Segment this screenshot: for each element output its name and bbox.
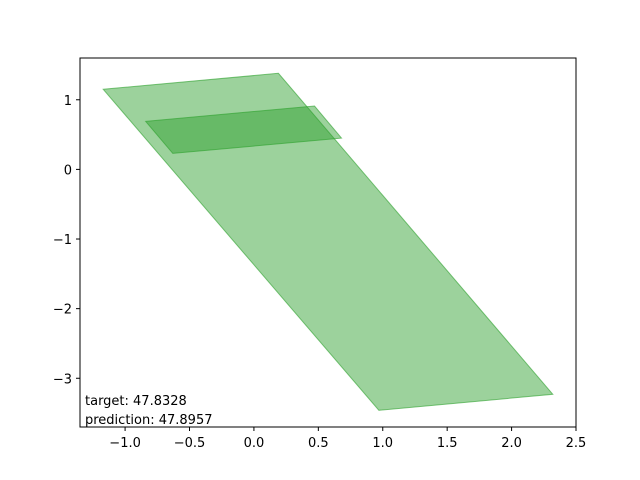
y-axis-ticks: 1 0 −1 −2 −3 (53, 94, 80, 387)
y-tick-label: −2 (53, 303, 72, 318)
x-axis-ticks: −1.0 −0.5 0.0 0.5 1.0 1.5 2.0 2.5 (109, 427, 586, 451)
y-tick-label: −3 (53, 372, 72, 387)
y-tick-label: 0 (64, 163, 72, 178)
x-tick-label: 2.0 (501, 436, 522, 451)
polygon-0 (102, 72, 554, 411)
x-tick-label: 2.5 (566, 436, 587, 451)
x-tick-label: 1.5 (437, 436, 458, 451)
x-tick-label: −0.5 (174, 436, 206, 451)
y-tick-label: −1 (53, 233, 72, 248)
x-tick-label: 0.5 (308, 436, 329, 451)
y-tick-label: 1 (64, 94, 72, 109)
polygon-layer (102, 72, 554, 411)
target-annotation: target: 47.8328 (85, 394, 187, 409)
polygon-1 (144, 105, 343, 154)
x-tick-label: 1.0 (372, 436, 393, 451)
axes-frame (79, 57, 577, 428)
prediction-annotation: prediction: 47.8957 (85, 413, 213, 428)
x-tick-label: 0.0 (244, 436, 265, 451)
x-tick-label: −1.0 (109, 436, 141, 451)
